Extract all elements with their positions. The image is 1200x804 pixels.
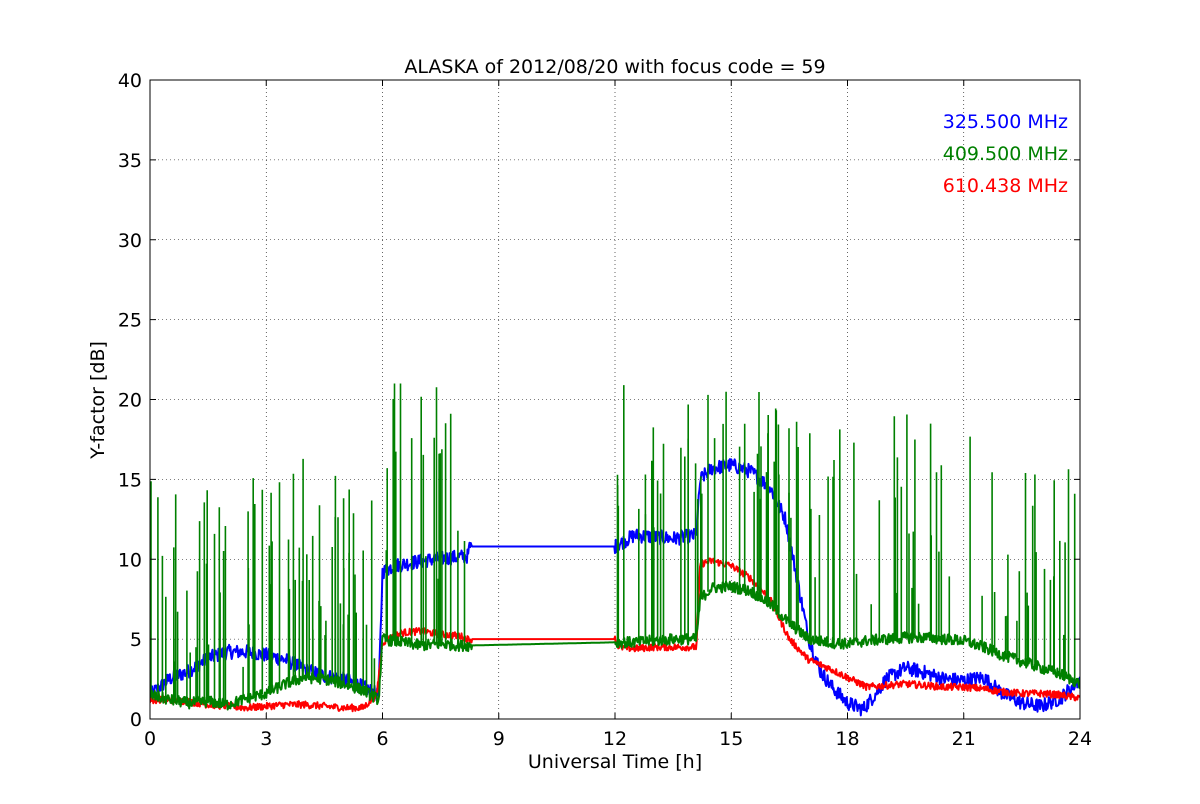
x-tick-label: 24 — [1068, 728, 1092, 750]
y-tick-label: 30 — [118, 230, 142, 252]
spike-group — [150, 383, 1076, 705]
x-tick-labels: 0 3 6 9 12 15 18 21 24 — [144, 728, 1092, 750]
series-line-409-500-mhz — [150, 580, 1080, 711]
x-tick-label: 3 — [260, 728, 272, 750]
y-tick-label: 5 — [130, 629, 142, 651]
legend-entry: 325.500 MHz — [943, 111, 1068, 133]
series-line-610-438-mhz — [150, 557, 1080, 713]
y-tick-label: 15 — [118, 469, 142, 491]
x-tick-label: 12 — [603, 728, 627, 750]
x-tick-label: 6 — [376, 728, 388, 750]
y-tick-label: 25 — [118, 310, 142, 332]
series-line-325-500-mhz — [150, 458, 1080, 717]
y-tick-labels: 0 5 10 15 20 25 30 35 40 — [118, 70, 142, 731]
legend-entry: 409.500 MHz — [943, 143, 1068, 165]
y-axis-label: Y-factor [dB] — [87, 341, 109, 460]
x-tick-label: 0 — [144, 728, 156, 750]
y-tick-label: 10 — [118, 549, 142, 571]
x-tick-label: 21 — [952, 728, 976, 750]
y-tick-label: 0 — [130, 709, 142, 731]
legend-entry: 610.438 MHz — [943, 175, 1068, 197]
x-axis-label: Universal Time [h] — [528, 751, 702, 773]
y-tick-label: 40 — [118, 70, 142, 92]
x-tick-label: 9 — [493, 728, 505, 750]
series-layer — [150, 383, 1080, 717]
y-tick-label: 20 — [118, 390, 142, 412]
legend: 325.500 MHz 409.500 MHz 610.438 MHz — [943, 111, 1068, 197]
x-tick-label: 18 — [835, 728, 859, 750]
x-tick-label: 15 — [719, 728, 743, 750]
y-tick-label: 35 — [118, 150, 142, 172]
axis-ticks — [149, 79, 1081, 720]
chart-title: ALASKA of 2012/08/20 with focus code = 5… — [404, 56, 825, 78]
